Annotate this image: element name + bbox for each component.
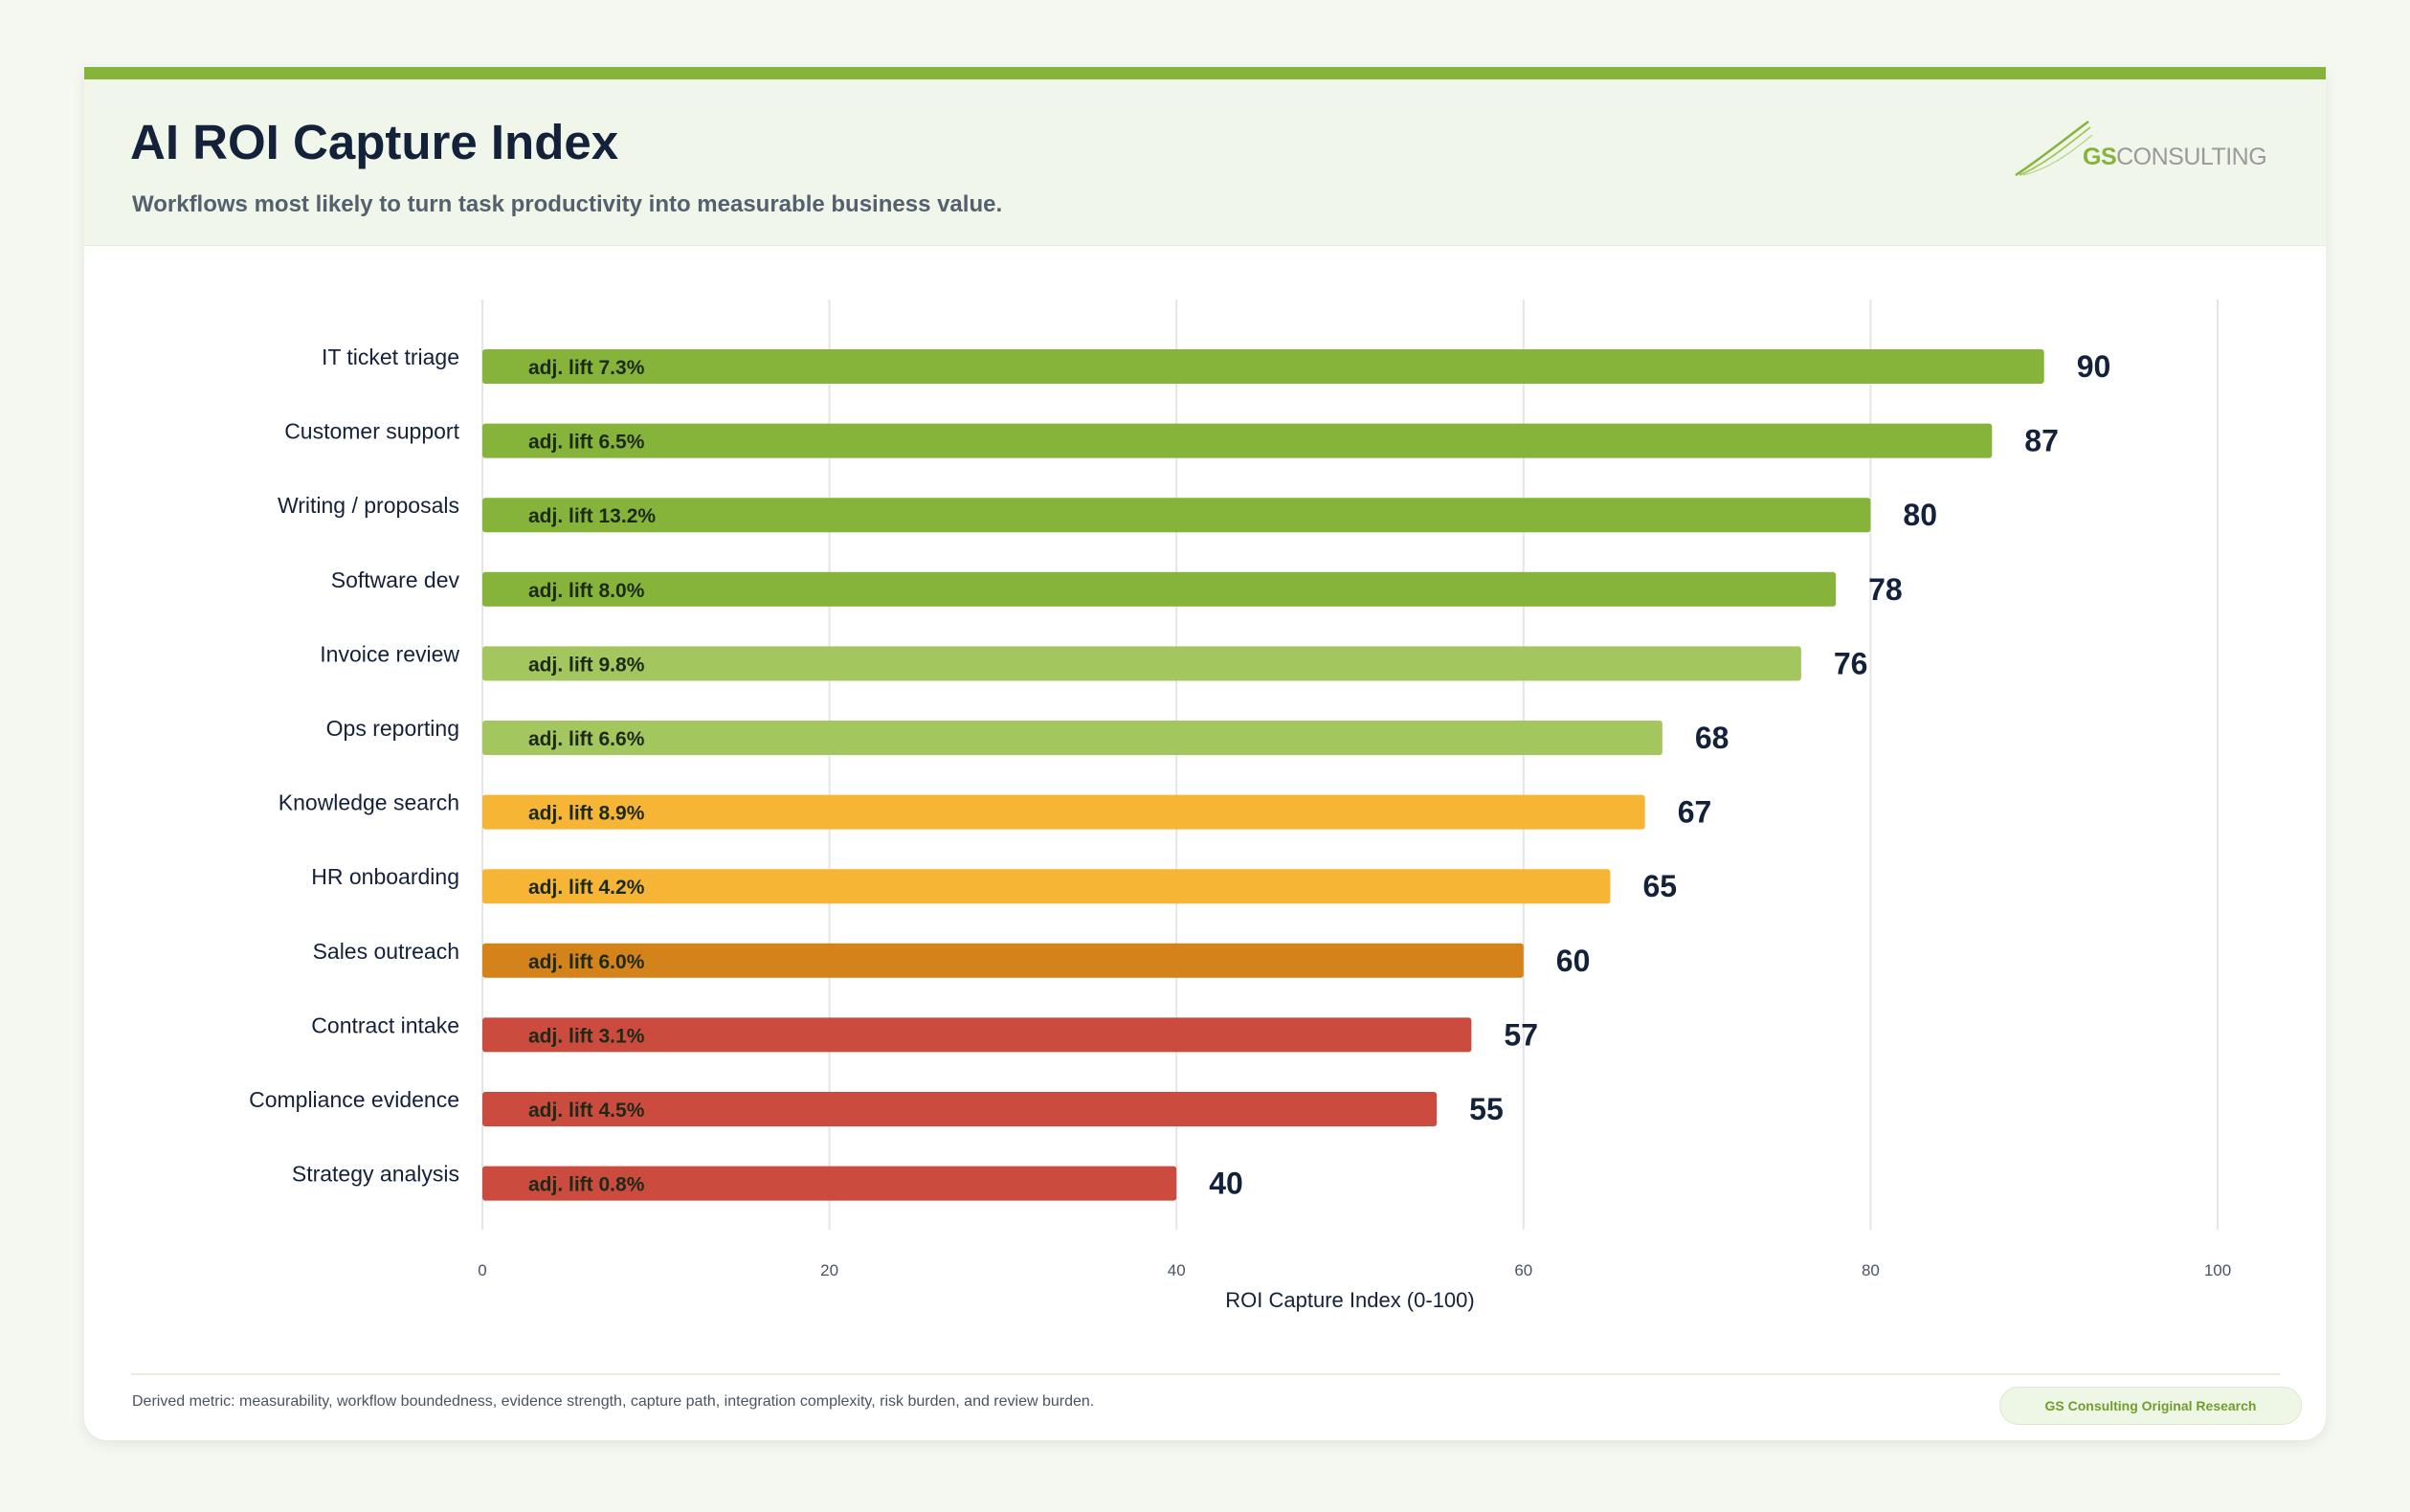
page-subtitle: Workflows most likely to turn task produ…: [132, 191, 1003, 217]
page-title: AI ROI Capture Index: [130, 115, 619, 169]
logo-consulting: CONSULTING: [2116, 144, 2267, 170]
x-tick-label: 100: [2204, 1261, 2231, 1279]
footnote: Derived metric: measurability, workflow …: [132, 1393, 1095, 1410]
roi-bar-chart: 0 20 40 60 80 100 ROI Capture Index (0-100) IT …: [249, 300, 2231, 1312]
bar-lift-label: adj. lift 6.5%: [528, 432, 645, 454]
x-tick-label: 0: [478, 1261, 486, 1279]
bar-lift-label: adj. lift 6.6%: [528, 728, 645, 750]
swoosh-icon: [2015, 121, 2093, 177]
bar-lift-label: adj. lift 13.2%: [528, 505, 656, 527]
value-label: 78: [1868, 572, 1903, 607]
value-label: 60: [1556, 944, 1591, 978]
bar-lift-label: adj. lift 4.5%: [528, 1100, 645, 1122]
bar-lift-label: adj. lift 8.9%: [528, 803, 645, 825]
value-label: 57: [1504, 1017, 1538, 1052]
bar-lift-label: adj. lift 0.8%: [528, 1174, 645, 1196]
bar: [482, 571, 1837, 607]
bar: [482, 943, 1524, 978]
value-label: 76: [1834, 646, 1868, 680]
bar: [482, 1017, 1472, 1053]
x-axis-label: ROI Capture Index (0-100): [1225, 1288, 1474, 1312]
value-label: 55: [1469, 1092, 1504, 1126]
category-label: Customer support: [284, 419, 459, 444]
chart-card: AI ROI Capture Index Workflows most like…: [84, 67, 2326, 1440]
category-label: Writing / proposals: [278, 493, 459, 518]
category-label: Invoice review: [320, 641, 459, 666]
bar: [482, 794, 1645, 830]
header: AI ROI Capture Index Workflows most like…: [84, 79, 2326, 246]
value-label: 65: [1642, 869, 1677, 903]
value-label: 87: [2024, 424, 2059, 458]
value-label: 68: [1695, 721, 1729, 755]
logo-wordmark: GSCONSULTING: [2083, 144, 2267, 171]
bar-lift-label: adj. lift 4.2%: [528, 877, 645, 899]
bar: [482, 1166, 1177, 1201]
bar: [482, 423, 1993, 458]
bar: [482, 349, 2044, 384]
bar-lift-label: adj. lift 3.1%: [528, 1025, 645, 1047]
category-label: Sales outreach: [313, 939, 459, 964]
value-label: 67: [1678, 795, 1712, 830]
bar: [482, 869, 1611, 904]
research-badge: GS Consulting Original Research: [1999, 1387, 2302, 1425]
bar: [482, 1092, 1438, 1126]
category-label: Knowledge search: [279, 790, 459, 815]
category-label: HR onboarding: [311, 864, 459, 889]
footer-divider: [131, 1373, 2280, 1375]
category-label: Contract intake: [311, 1012, 459, 1037]
gs-consulting-logo: GSCONSULTING: [2014, 118, 2282, 185]
x-tick-label: 20: [820, 1261, 838, 1279]
value-label: 40: [1209, 1167, 1243, 1201]
category-label: IT ticket triage: [322, 345, 459, 369]
x-tick-label: 60: [1514, 1261, 1532, 1279]
category-label: Software dev: [331, 567, 460, 592]
bar: [482, 498, 1871, 533]
bar: [482, 646, 1801, 681]
category-label: Compliance evidence: [249, 1087, 459, 1112]
x-tick-label: 80: [1862, 1261, 1880, 1279]
bar-lift-label: adj. lift 8.0%: [528, 580, 645, 602]
x-tick-label: 40: [1168, 1261, 1186, 1279]
value-label: 80: [1903, 498, 1937, 532]
bar: [482, 721, 1662, 755]
bar-lift-label: adj. lift 9.8%: [528, 654, 645, 676]
bar-lift-label: adj. lift 7.3%: [528, 357, 645, 379]
category-label: Ops reporting: [326, 716, 459, 741]
value-label: 90: [2077, 349, 2111, 384]
logo-gs: GS: [2083, 144, 2117, 170]
bar-lift-label: adj. lift 6.0%: [528, 951, 645, 973]
category-label: Strategy analysis: [292, 1162, 459, 1187]
